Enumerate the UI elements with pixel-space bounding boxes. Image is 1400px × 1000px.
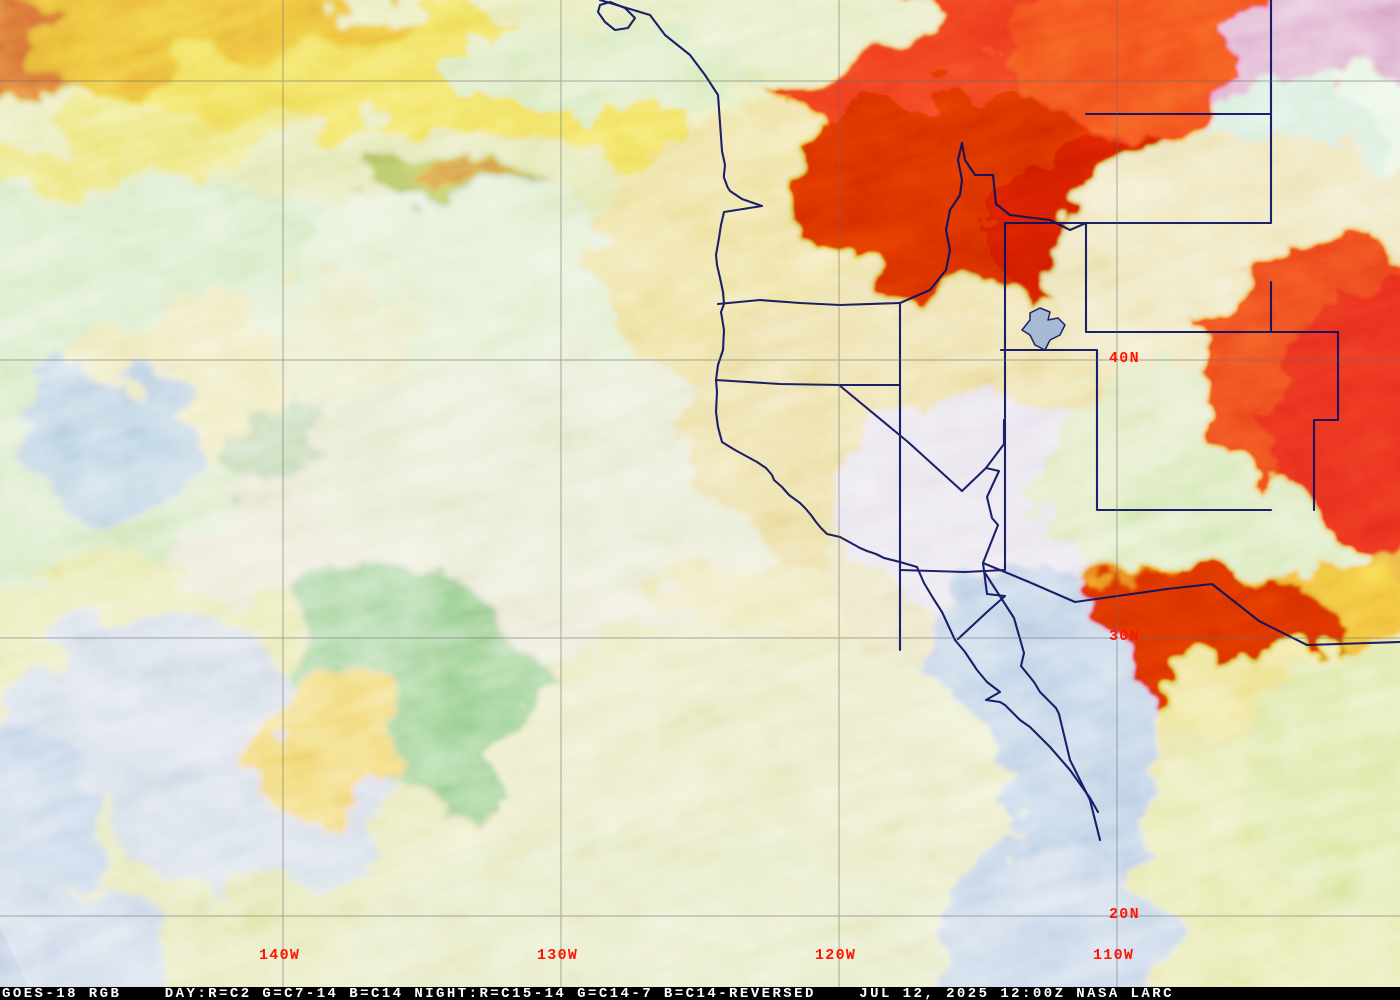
svg-text:30N: 30N xyxy=(1109,628,1140,645)
svg-text:40N: 40N xyxy=(1109,350,1140,367)
svg-text:120W: 120W xyxy=(815,947,856,964)
svg-text:130W: 130W xyxy=(537,947,578,964)
svg-text:140W: 140W xyxy=(259,947,300,964)
svg-text:20N: 20N xyxy=(1109,906,1140,923)
svg-text:GOES-18 RGB DAY:R=C2 G=C7-1: GOES-18 RGB DAY:R=C2 G=C7-14 B=C14 NIGHT… xyxy=(2,986,1174,1000)
svg-text:110W: 110W xyxy=(1093,947,1134,964)
